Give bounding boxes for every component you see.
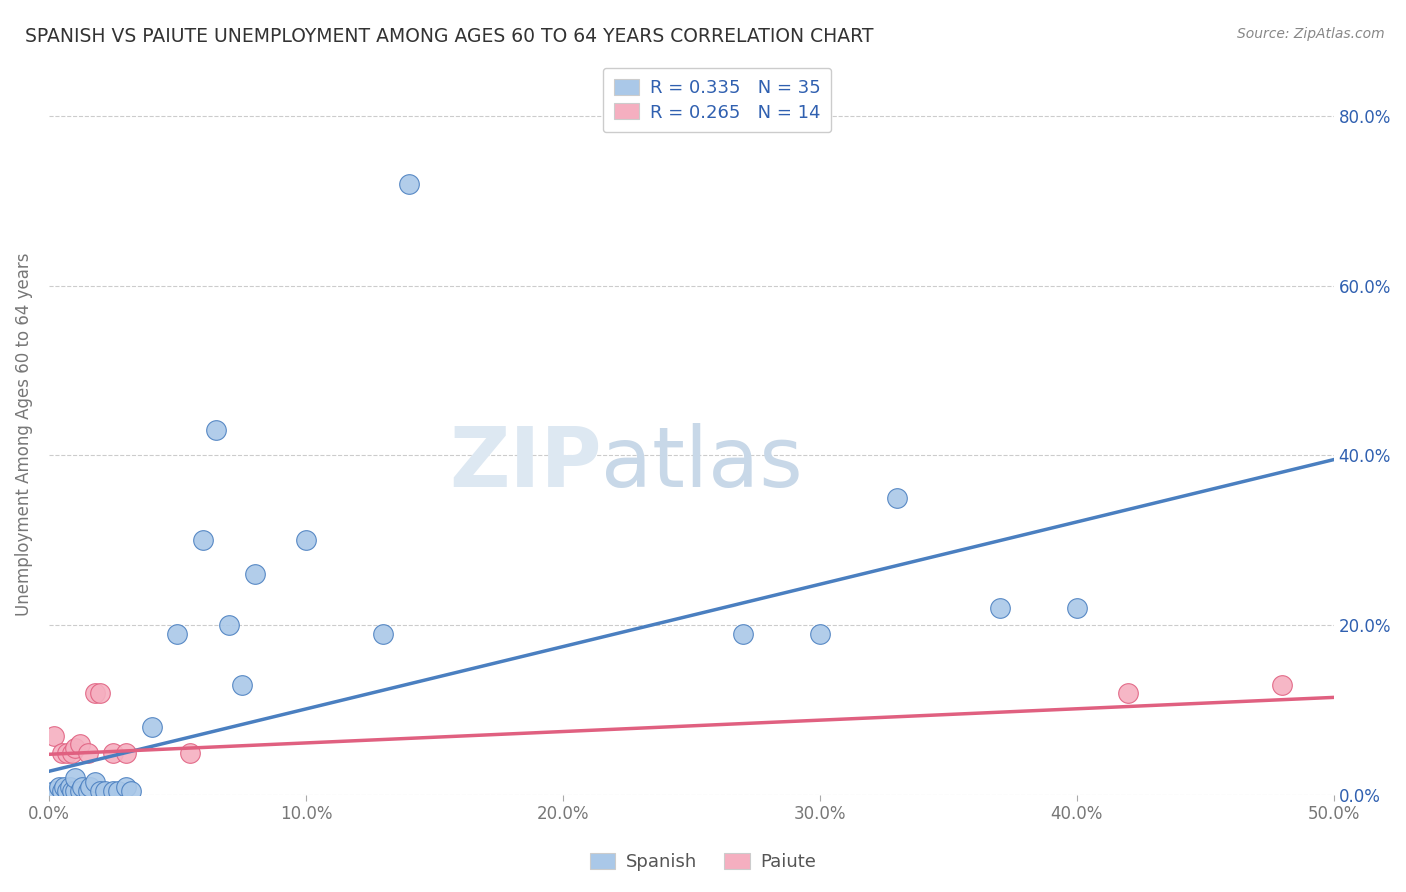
Point [988,601,1011,615]
Point [56,784,79,798]
Point [179,746,201,760]
Point [63,741,86,756]
Point [115,746,138,760]
Point [103,784,125,798]
Text: SPANISH VS PAIUTE UNEMPLOYMENT AMONG AGES 60 TO 64 YEARS CORRELATION CHART: SPANISH VS PAIUTE UNEMPLOYMENT AMONG AGE… [25,27,873,45]
Point [58,780,80,794]
Point [63,771,86,785]
Point [51,746,73,760]
Point [69,784,91,798]
Point [166,626,188,640]
Point [191,533,214,548]
Point [60,746,83,760]
Point [398,177,420,191]
Point [89,784,111,798]
Point [53,780,76,794]
Point [76,784,98,798]
Point [60,784,83,798]
Point [231,678,253,692]
Text: Source: ZipAtlas.com: Source: ZipAtlas.com [1237,27,1385,41]
Legend: R = 0.335   N = 35, R = 0.265   N = 14: R = 0.335 N = 35, R = 0.265 N = 14 [603,68,831,132]
Text: atlas: atlas [602,423,803,503]
Point [295,533,318,548]
Y-axis label: Unemployment Among Ages 60 to 64 years: Unemployment Among Ages 60 to 64 years [15,252,32,615]
Point [107,784,129,798]
Point [120,784,142,798]
Point [886,491,908,505]
Point [243,567,266,582]
Point [69,737,91,751]
Point [48,780,70,794]
Point [56,746,79,760]
Point [94,784,117,798]
Point [84,686,107,700]
Point [141,720,163,734]
Point [84,775,107,789]
Point [1271,678,1294,692]
Point [42,784,65,798]
Point [808,626,831,640]
Legend: Spanish, Paiute: Spanish, Paiute [582,846,824,879]
Point [1116,686,1139,700]
Point [76,746,98,760]
Point [89,686,111,700]
Point [731,626,754,640]
Point [1066,601,1088,615]
Point [218,618,240,632]
Point [205,423,228,437]
Text: ZIP: ZIP [449,423,602,503]
Point [115,780,138,794]
Point [103,746,125,760]
Point [51,784,73,798]
Point [72,780,94,794]
Point [42,729,65,743]
Point [63,784,86,798]
Point [79,780,101,794]
Point [371,626,394,640]
